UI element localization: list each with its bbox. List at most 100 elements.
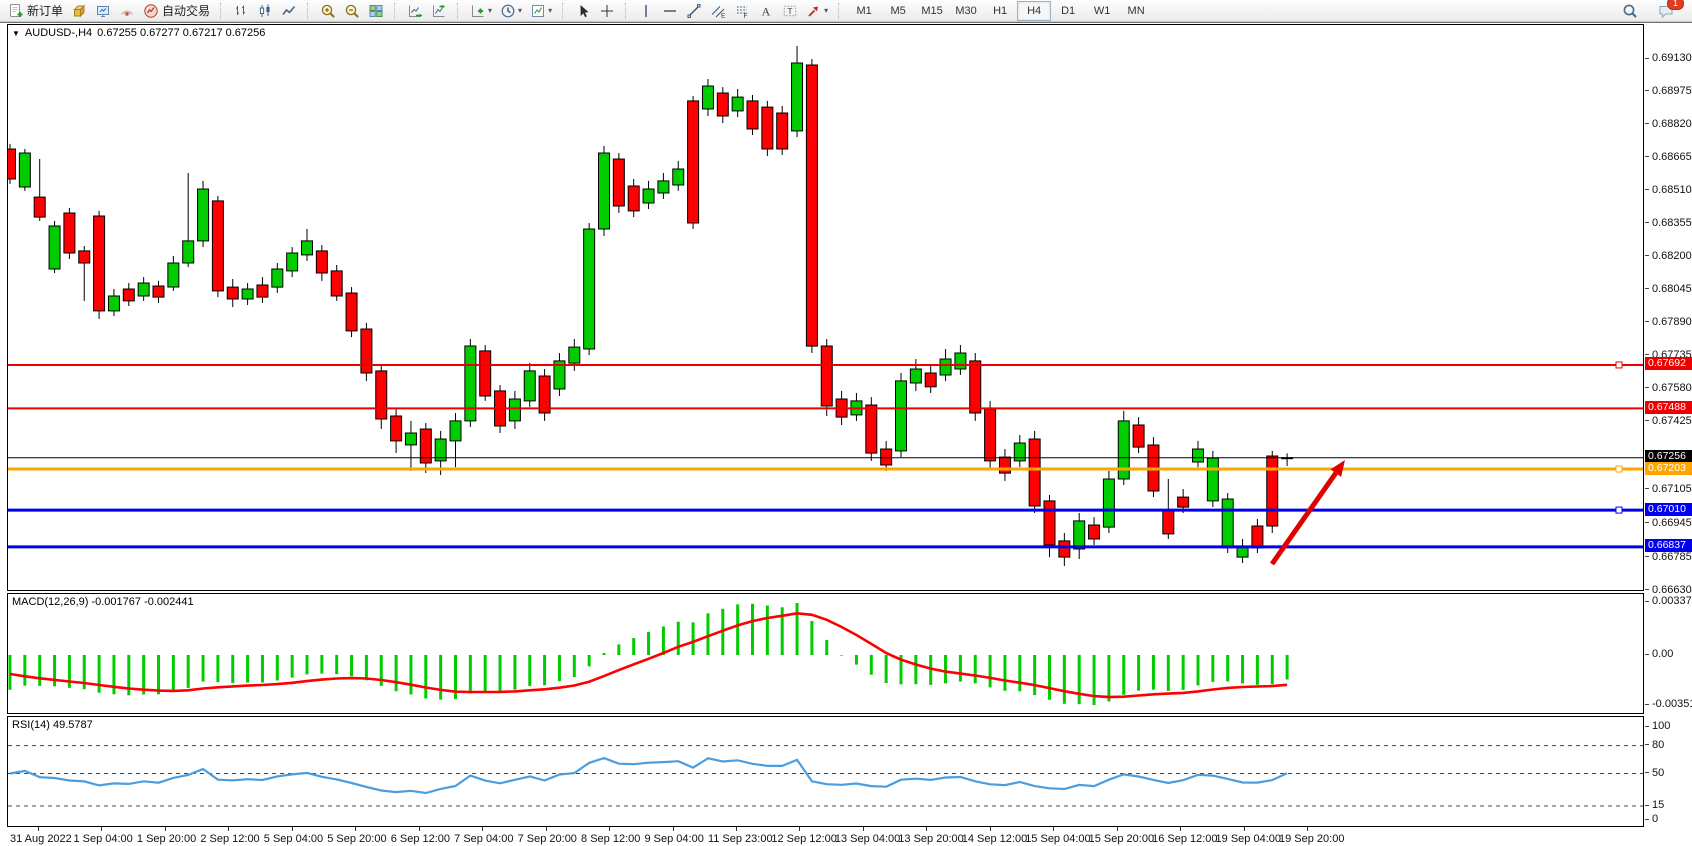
price-axis-tick: 0.66630: [1645, 584, 1692, 596]
text-icon: A: [762, 4, 771, 18]
auto-scroll-button[interactable]: [403, 0, 427, 22]
rsi-label: RSI(14) 49.5787: [12, 719, 93, 731]
line-handle[interactable]: [1615, 465, 1623, 473]
chevron-down-icon[interactable]: ▾: [824, 6, 829, 15]
timeframe-m5-button[interactable]: M5: [890, 4, 906, 17]
time-axis[interactable]: 31 Aug 2022 1 Sep 04:00 1 Sep 20:00 2 Sep 1…: [7, 827, 1644, 846]
timeframe-m15-button[interactable]: M15: [921, 4, 943, 17]
candle: [122, 283, 135, 306]
timeframe-h1-button[interactable]: H1: [993, 4, 1008, 17]
equidistant-channel-button[interactable]: E: [706, 0, 730, 22]
templates-button[interactable]: ▾: [526, 0, 556, 22]
timeframe-h4-button[interactable]: H4: [1017, 0, 1052, 21]
timeframe-m30-button[interactable]: M30: [955, 4, 977, 17]
text-label-button[interactable]: T: [778, 0, 802, 22]
candle: [286, 247, 299, 278]
cursor-button[interactable]: [571, 0, 595, 22]
timeframe-mn-button[interactable]: MN: [1127, 4, 1145, 17]
vertical-line-button[interactable]: [634, 0, 658, 22]
candle: [1013, 435, 1026, 468]
text-button[interactable]: A: [754, 0, 778, 22]
candle: [449, 413, 462, 468]
price-axis-tick: 80: [1645, 739, 1664, 751]
chat-button[interactable]: 1: [1654, 0, 1684, 22]
new-order-button[interactable]: 新订单: [4, 0, 67, 22]
candle: [1117, 410, 1130, 485]
candle: [390, 409, 403, 453]
candle: [167, 256, 180, 291]
candle: [1028, 430, 1041, 513]
level-price-label: 0.67488: [1645, 400, 1692, 414]
line-handle[interactable]: [1615, 361, 1623, 369]
arrow-objects-button[interactable]: ▾: [802, 0, 832, 22]
periods-button[interactable]: ▾: [496, 0, 526, 22]
time-axis-tick: [1180, 827, 1182, 831]
timeframe-d1-button[interactable]: D1: [1061, 4, 1076, 17]
ohlc-toggle-icon[interactable]: ▼: [12, 28, 20, 38]
macd-canvas: [8, 603, 1289, 705]
candle: [8, 143, 16, 184]
market-watch-button[interactable]: [67, 0, 91, 22]
time-axis-label: 16 Sep 12:00: [1152, 833, 1218, 845]
time-axis-tick: [1243, 827, 1245, 831]
candlestick-chart-canvas[interactable]: [8, 25, 1643, 590]
zoom-in-button[interactable]: [316, 0, 340, 22]
candle: [419, 423, 432, 473]
candle: [33, 159, 46, 221]
template-icon: [532, 4, 545, 17]
bar-chart-button[interactable]: [229, 0, 253, 22]
level-price-label: 0.66837: [1645, 539, 1692, 553]
crosshair-button[interactable]: [595, 0, 619, 22]
candle: [627, 179, 640, 218]
horizontal-line-button[interactable]: [658, 0, 682, 22]
chevron-down-icon[interactable]: ▾: [488, 6, 493, 15]
candle: [271, 263, 284, 293]
candle: [137, 277, 150, 301]
chart-shift-button[interactable]: [427, 0, 451, 22]
time-axis-tick: [101, 827, 103, 831]
svg-text:F: F: [744, 13, 748, 19]
line-handle[interactable]: [1615, 506, 1623, 514]
auto-scroll-icon: [409, 5, 423, 17]
candle: [241, 283, 254, 305]
timeframe-m1-button[interactable]: M1: [856, 4, 872, 17]
auto-trading-button[interactable]: 自动交易: [139, 0, 214, 22]
time-axis-tick: [38, 827, 39, 831]
candle: [1192, 440, 1204, 468]
price-axis-tick: 0.00: [1645, 648, 1673, 660]
price-axis[interactable]: 0.69130 0.68975 0.68820 0.68665 0.68510 0.683…: [1645, 23, 1692, 827]
chevron-down-icon[interactable]: ▾: [548, 6, 553, 15]
price-chart-panel[interactable]: ▼ AUDUSD-,H4 0.67255 0.67277 0.67217 0.6…: [7, 24, 1644, 591]
symbol-period-label: AUDUSD-,H4: [24, 27, 93, 39]
gold-box-icon: [73, 4, 86, 17]
time-axis-tick: [291, 827, 293, 831]
candle: [1221, 493, 1234, 553]
macd-panel[interactable]: MACD(12,26,9) -0.001767 -0.002441: [7, 593, 1644, 714]
data-window-button[interactable]: [91, 0, 115, 22]
candle: [642, 180, 655, 209]
trendline-button[interactable]: [682, 0, 706, 22]
zoom-out-button[interactable]: [340, 0, 364, 22]
trend-arrow-annotation[interactable]: [1269, 460, 1345, 566]
rsi-panel[interactable]: RSI(14) 49.5787: [7, 716, 1644, 827]
time-axis-label: 15 Sep 20:00: [1088, 833, 1155, 845]
line-chart-button[interactable]: [277, 0, 301, 22]
candle: [1102, 470, 1115, 533]
toolbar-separator: [394, 2, 399, 19]
macd-label: MACD(12,26,9) -0.001767 -0.002441: [12, 596, 194, 608]
candle: [107, 289, 120, 316]
candle: [776, 106, 789, 155]
tile-windows-button[interactable]: [364, 0, 388, 22]
fibonacci-button[interactable]: F: [730, 0, 754, 22]
signals-button[interactable]: [115, 0, 139, 22]
notification-badge: 1: [1667, 0, 1684, 10]
candle-chart-button[interactable]: [253, 0, 277, 22]
candle: [1266, 450, 1279, 533]
toolbar-separator: [625, 2, 630, 19]
chevron-down-icon[interactable]: ▾: [518, 6, 523, 15]
candle: [523, 363, 536, 408]
time-axis-tick: [545, 827, 547, 831]
search-button[interactable]: [1618, 0, 1642, 22]
timeframe-w1-button[interactable]: W1: [1093, 4, 1111, 17]
indicators-button[interactable]: ▾: [466, 0, 496, 22]
